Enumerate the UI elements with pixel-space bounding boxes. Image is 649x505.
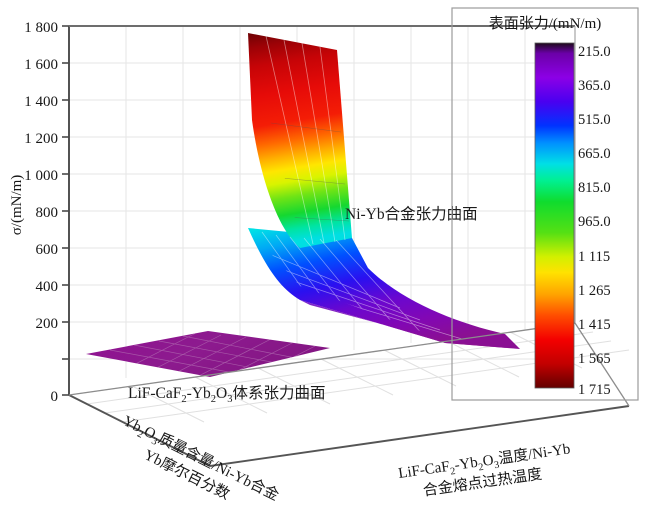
slag-surface-label: LiF-CaF2-Yb2O3体系张力曲面	[128, 384, 326, 405]
z-axis-ticks	[62, 25, 69, 396]
colorbar-tick-labels: 215.0 365.0 515.0 665.0 815.0 965.0 1 11…	[578, 44, 611, 398]
z-tick-1400: 1 400	[24, 94, 58, 110]
cb-tick-215: 215.0	[578, 44, 611, 60]
z-tick-800: 800	[36, 205, 59, 221]
cb-tick-965: 965.0	[578, 214, 611, 230]
cb-tick-1265: 1 265	[578, 283, 611, 299]
cb-tick-815: 815.0	[578, 180, 611, 196]
cb-tick-515: 515.0	[578, 112, 611, 128]
alloy-surface	[248, 33, 520, 349]
z-tick-1800: 1 800	[24, 20, 58, 36]
colorbar-title: 表面张力/(mN/m)	[489, 15, 602, 32]
cb-tick-1715: 1 715	[578, 382, 611, 398]
z-axis-title: σ/(mN/m)	[9, 175, 25, 236]
colorbar[interactable]: 表面张力/(mN/m) 215.0 365.0 515.0 665.0 815.…	[451, 7, 639, 401]
z-tick-400: 400	[36, 279, 59, 295]
cb-tick-1415: 1 415	[578, 317, 611, 333]
cb-tick-1565: 1 565	[578, 351, 611, 367]
z-tick-1000: 1 000	[24, 168, 58, 184]
cb-tick-665: 665.0	[578, 146, 611, 162]
z-tick-0: 0	[51, 389, 59, 405]
z-axis-tick-labels: 1 800 1 600 1 400 1 200 1 000 800 600 40…	[24, 20, 58, 405]
alloy-surface-label: Ni-Yb合金张力曲面	[345, 205, 478, 223]
axis-lines	[68, 25, 630, 467]
x-axis-right-title: LiF-CaF2-Yb2O3温度/Ni-Yb 合金熔点过热温度	[397, 440, 572, 499]
z-tick-1200: 1 200	[24, 131, 58, 147]
cb-tick-365: 365.0	[578, 78, 611, 94]
cb-tick-1115: 1 115	[578, 249, 610, 265]
z-tick-600: 600	[36, 242, 59, 258]
z-tick-1600: 1 600	[24, 57, 58, 73]
z-tick-200: 200	[36, 316, 59, 332]
